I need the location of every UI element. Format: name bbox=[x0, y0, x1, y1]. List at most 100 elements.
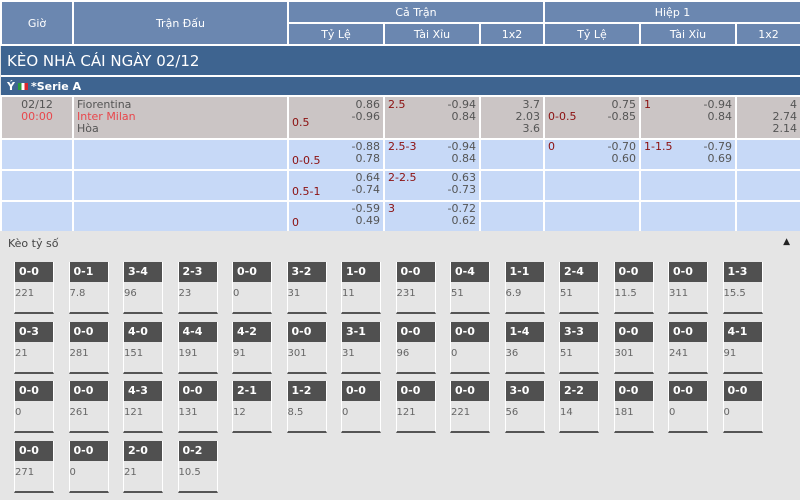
score-label: 3-3 bbox=[560, 321, 598, 342]
col-tran-dau: Trận Đấu bbox=[72, 0, 289, 46]
score-cell[interactable]: 0-2 10.5 bbox=[177, 440, 218, 493]
h1-ou-over[interactable]: -0.94 bbox=[703, 98, 732, 111]
score-cell[interactable]: 0-0 0 bbox=[68, 440, 109, 493]
h1-hdp-away[interactable]: -0.85 bbox=[607, 110, 636, 123]
h1-hdp-line: 0-0.5 bbox=[548, 110, 577, 123]
score-cell[interactable]: 0-3 21 bbox=[14, 321, 54, 374]
score-cell[interactable]: 0-0 271 bbox=[14, 440, 54, 493]
score-cell[interactable]: 1-1 6.9 bbox=[504, 262, 545, 314]
score-odds: 151 bbox=[124, 347, 144, 359]
h1-ou-over[interactable]: -0.79 bbox=[703, 140, 732, 153]
ft-hdp-away[interactable]: 0.78 bbox=[355, 152, 381, 165]
score-odds: 0 bbox=[451, 347, 458, 359]
ft-hdp-away[interactable]: -0.96 bbox=[351, 110, 380, 123]
score-cell[interactable]: 1-3 15.5 bbox=[722, 262, 763, 314]
score-cell[interactable]: 0-0 96 bbox=[395, 321, 436, 374]
h1-ou-under[interactable]: 0.69 bbox=[707, 152, 733, 165]
h1-1[interactable]: 4 bbox=[790, 98, 798, 111]
score-cell[interactable]: 3-3 51 bbox=[559, 321, 599, 374]
score-cell[interactable]: 0-0 261 bbox=[68, 381, 109, 433]
h1-hdp-home[interactable]: 0.75 bbox=[611, 98, 637, 111]
score-cell[interactable]: 3-2 31 bbox=[286, 262, 327, 314]
score-cell[interactable]: 1-4 36 bbox=[504, 321, 545, 374]
score-odds: 241 bbox=[669, 347, 689, 359]
score-odds: 11.5 bbox=[614, 288, 637, 299]
score-cell[interactable]: 1-2 8.5 bbox=[286, 381, 327, 433]
score-cell[interactable]: 0-0 301 bbox=[286, 321, 327, 374]
score-cell[interactable]: 2-4 51 bbox=[559, 262, 599, 314]
page-title: KÈO NHÀ CÁI NGÀY 02/12 bbox=[1, 44, 800, 77]
score-cell[interactable]: 4-2 91 bbox=[232, 321, 272, 374]
ft-ou-over[interactable]: -0.94 bbox=[447, 98, 476, 111]
score-cell[interactable]: 0-0 11.5 bbox=[613, 262, 654, 314]
score-cell[interactable]: 0-0 0 bbox=[722, 381, 763, 433]
ft-hdp-home[interactable]: 0.64 bbox=[355, 171, 381, 184]
score-cell[interactable]: 0-0 221 bbox=[450, 381, 490, 433]
ft-ou-over[interactable]: -0.94 bbox=[447, 140, 476, 153]
score-cell[interactable]: 0-0 0 bbox=[14, 381, 54, 433]
score-cell[interactable]: 4-0 151 bbox=[123, 321, 163, 374]
score-cell[interactable]: 3-1 31 bbox=[341, 321, 381, 374]
score-cell[interactable]: 2-1 12 bbox=[232, 381, 272, 433]
score-odds: 11 bbox=[342, 288, 355, 299]
ft-ou-line: 2.5 bbox=[388, 98, 406, 111]
score-odds: 14 bbox=[560, 407, 573, 418]
score-cell[interactable]: 0-0 241 bbox=[668, 321, 708, 374]
score-label: 0-0 bbox=[614, 381, 653, 401]
score-odds: 0 bbox=[669, 407, 676, 418]
h1-x[interactable]: 2.74 bbox=[772, 110, 798, 123]
col-ca-tran: Cả Trận bbox=[287, 0, 545, 24]
score-odds: 0 bbox=[69, 466, 76, 478]
away-team[interactable]: Inter Milan bbox=[77, 110, 136, 123]
ft-hdp-home[interactable]: 0.86 bbox=[355, 98, 381, 111]
score-cell[interactable]: 0-4 51 bbox=[450, 262, 490, 314]
ft-2[interactable]: 3.6 bbox=[522, 122, 541, 135]
score-cell[interactable]: 0-0 221 bbox=[14, 262, 54, 314]
ft-hdp-home[interactable]: -0.88 bbox=[351, 140, 380, 153]
score-cell[interactable]: 2-0 21 bbox=[123, 440, 163, 493]
home-team[interactable]: Fiorentina bbox=[77, 98, 132, 111]
ft-ou-under[interactable]: 0.84 bbox=[451, 110, 477, 123]
ft-ou-under[interactable]: -0.73 bbox=[447, 183, 476, 196]
score-cell[interactable]: 0-1 7.8 bbox=[68, 262, 109, 314]
league-row[interactable]: Ý *Serie A bbox=[1, 76, 800, 97]
league-name: *Serie A bbox=[30, 79, 82, 93]
score-cell[interactable]: 1-0 11 bbox=[341, 262, 381, 314]
score-cell[interactable]: 0-0 121 bbox=[395, 381, 436, 433]
ft-hdp-away[interactable]: -0.74 bbox=[351, 183, 380, 196]
score-cell[interactable]: 4-3 121 bbox=[123, 381, 163, 433]
ft-hdp-away[interactable]: 0.49 bbox=[355, 214, 381, 227]
score-cell[interactable]: 0-0 311 bbox=[668, 262, 708, 314]
score-cell[interactable]: 0-0 181 bbox=[613, 381, 654, 433]
h1-2[interactable]: 2.14 bbox=[772, 122, 798, 135]
caret-up-icon[interactable]: ▲ bbox=[783, 237, 790, 247]
score-label: 2-4 bbox=[560, 262, 598, 282]
score-cell[interactable]: 0-0 131 bbox=[177, 381, 218, 433]
ft-1[interactable]: 3.7 bbox=[522, 98, 541, 111]
score-cell[interactable]: 3-4 96 bbox=[123, 262, 163, 314]
ft-ou-under[interactable]: 0.62 bbox=[451, 214, 477, 227]
h1-hdp-away[interactable]: 0.60 bbox=[611, 152, 637, 165]
ft-ou-over[interactable]: 0.63 bbox=[451, 171, 477, 184]
score-cell[interactable]: 0-0 0 bbox=[341, 381, 381, 433]
score-cell[interactable]: 0-0 0 bbox=[232, 262, 272, 314]
score-cell[interactable]: 2-3 23 bbox=[177, 262, 218, 314]
score-cell[interactable]: 0-0 301 bbox=[613, 321, 654, 374]
ft-ou-under[interactable]: 0.84 bbox=[451, 152, 477, 165]
score-cell[interactable]: 3-0 56 bbox=[504, 381, 545, 433]
score-label: 2-3 bbox=[178, 262, 217, 282]
ft-hdp-home[interactable]: -0.59 bbox=[351, 202, 380, 215]
score-cell[interactable]: 4-4 191 bbox=[177, 321, 218, 374]
score-cell[interactable]: 0-0 0 bbox=[450, 321, 490, 374]
score-cell[interactable]: 2-2 14 bbox=[559, 381, 599, 433]
ft-ou-line: 3 bbox=[388, 202, 395, 215]
h1-ou-under[interactable]: 0.84 bbox=[707, 110, 733, 123]
ft-ou-over[interactable]: -0.72 bbox=[447, 202, 476, 215]
score-label: 0-0 bbox=[342, 381, 380, 401]
score-cell[interactable]: 4-1 91 bbox=[722, 321, 763, 374]
score-cell[interactable]: 0-0 231 bbox=[395, 262, 436, 314]
score-cell[interactable]: 0-0 0 bbox=[668, 381, 708, 433]
ft-x[interactable]: 2.03 bbox=[515, 110, 541, 123]
score-cell[interactable]: 0-0 281 bbox=[68, 321, 109, 374]
h1-hdp-home[interactable]: -0.70 bbox=[607, 140, 636, 153]
